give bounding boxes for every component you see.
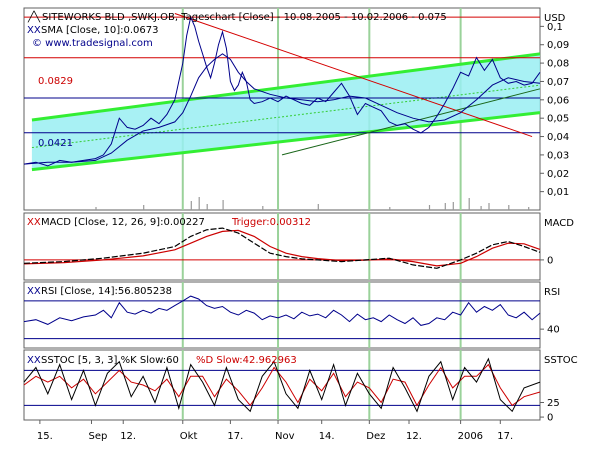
channel-lower-line (31, 111, 541, 172)
volume-bar (222, 200, 224, 210)
xtick-label: Dez (366, 431, 385, 442)
rsi-line (23, 295, 541, 326)
trend-red-line (174, 13, 533, 138)
macd-label: MACD [Close, 12, 26, 9]:0.00227 (41, 217, 205, 228)
price-line (23, 15, 541, 167)
volume-bar (480, 206, 482, 210)
price-ytick-label: 0,1 (547, 22, 563, 33)
price-panel (23, 13, 541, 210)
xtick-label: 2006 (458, 431, 483, 442)
stoch-header: XX SSTOC [5, 3, 3] %K Slow:60 %D Slow:42… (27, 355, 578, 366)
currency-label: USD (544, 13, 566, 24)
price-ytick-label: 0,05 (547, 114, 569, 125)
xtick-label: 12. (406, 431, 422, 442)
macd-panel-frame (23, 212, 541, 281)
ind-ytick-label: 0 (547, 413, 553, 424)
stoch-k-line (23, 357, 541, 413)
header-zigzag-icon: ╱╲ (27, 10, 41, 23)
macd-trigger-label: Trigger:0.00312 (231, 217, 311, 228)
sma-xx-icon: XX (27, 25, 41, 36)
macd-xx-icon: XX (27, 217, 41, 228)
xtick-label: Nov (275, 431, 295, 442)
stoch-d-label: %D Slow:42.962963 (196, 355, 297, 366)
channel-upper-line (31, 52, 541, 122)
volume-bar (317, 204, 319, 210)
rsi-label: RSI [Close, 14]:56.805238 (41, 286, 172, 297)
ind-ytick-label: 25 (547, 398, 560, 409)
price-ytick-label: 0,03 (547, 150, 569, 161)
sma-label: SMA [Close, 10]:0.0673 (41, 25, 158, 36)
volume-bar (428, 205, 431, 210)
volume-bar (444, 203, 446, 210)
volume-bar (468, 198, 470, 210)
stoch-xx-icon: XX (27, 355, 41, 366)
xtick-label: Sep (89, 431, 108, 442)
rsi-header: XX RSI [Close, 14]:56.805238 RSI (27, 286, 560, 298)
volume-bar (206, 204, 208, 210)
volume-bar (143, 205, 145, 210)
price-ytick-label: 0,08 (547, 59, 569, 70)
x-axis: 15. Sep 12. Okt 17. Nov 14. Dez 12. 2006 17. (37, 420, 513, 442)
ind-ytick-label: 40 (547, 325, 560, 336)
macd-line (23, 227, 541, 269)
macd-panel (23, 227, 541, 269)
level-low-label: 0.0421 (38, 138, 73, 149)
volume-bar (95, 207, 97, 210)
rsi-axis-label: RSI (544, 287, 560, 298)
rsi-xx-icon: XX (27, 286, 41, 297)
price-ytick-label: 0,02 (547, 169, 569, 180)
trend-green-line (281, 88, 541, 156)
volume-bar (508, 205, 510, 210)
xtick-label: 14. (319, 431, 335, 442)
y-axis: 0,1 0,09 0,08 0,07 0,06 0,05 0,04 0,03 0,02 0,01 0… (540, 22, 569, 424)
volume-bar (262, 206, 264, 210)
price-ytick-label: 0,01 (547, 187, 569, 198)
macd-trigger-line (23, 229, 541, 267)
header-info: ,SWKJ.OB, Tageschart [Close] - 10.08.200… (128, 12, 447, 23)
macd-axis-label: MACD (544, 218, 574, 229)
stoch-d-line (23, 363, 541, 407)
stoch-panel (23, 357, 541, 413)
stoch-panel-frame (23, 349, 541, 421)
price-ytick-label: 0,09 (547, 40, 569, 51)
volume-bar (488, 203, 490, 210)
channel-mid-dashed (31, 84, 541, 149)
price-ytick-label: 0,04 (547, 132, 569, 143)
volume-bar (389, 207, 391, 210)
price-ytick-label: 0,06 (547, 95, 569, 106)
volume-bar (190, 201, 192, 210)
sma-line (23, 53, 541, 165)
stoch-axis-label: SSTOC (544, 355, 578, 366)
price-ytick-label: 0,07 (547, 77, 569, 88)
rsi-panel-frame (23, 281, 541, 349)
level-high-label: 0.0829 (38, 76, 73, 87)
rsi-panel (23, 295, 541, 340)
ind-ytick-label: 0 (547, 255, 553, 266)
volume-bar (452, 202, 454, 210)
watermark: © www.tradesignal.com (32, 38, 153, 49)
channel-fill (31, 53, 541, 170)
xtick-label: 15. (37, 431, 53, 442)
xtick-label: 17. (497, 431, 513, 442)
stoch-k-label: SSTOC [5, 3, 3] %K Slow:60 (41, 355, 179, 366)
volume-bar (198, 197, 200, 210)
volume-bar (528, 207, 530, 210)
xtick-label: Okt (180, 431, 198, 442)
macd-header: XX MACD [Close, 12, 26, 9]:0.00227 Trigg… (27, 217, 574, 229)
xtick-label: 12. (120, 431, 136, 442)
price-header: ╱╲ SITEWORKS BLD ,SWKJ.OB, Tageschart [C… (27, 10, 566, 149)
xtick-label: 17. (227, 431, 243, 442)
header-symbol: SITEWORKS BLD (42, 12, 125, 23)
